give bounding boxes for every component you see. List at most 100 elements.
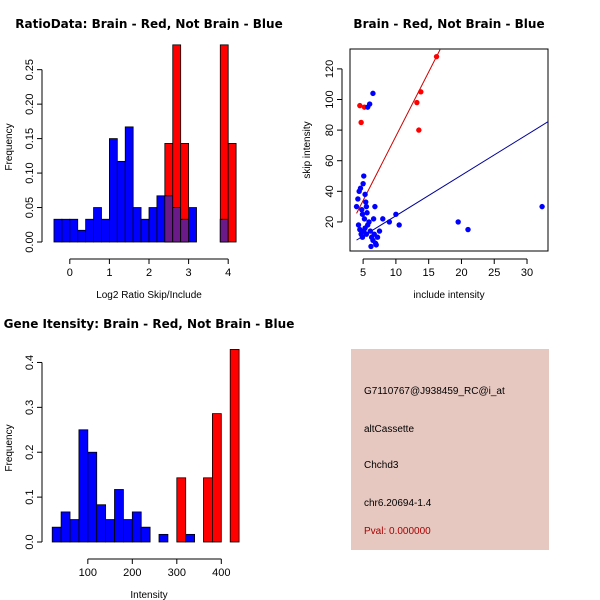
intensity-x-tick-label: 200 xyxy=(123,567,141,579)
brain-point xyxy=(418,89,424,95)
not-brain-point xyxy=(355,196,361,202)
scatter-x-tick-label: 25 xyxy=(488,267,500,279)
not-brain-point xyxy=(539,203,545,210)
ratio-bar-not-brain xyxy=(93,207,102,243)
scatter-y-tick-label: 60 xyxy=(324,155,336,167)
ratio-x-tick-label: 0 xyxy=(67,267,73,279)
ratio-bar-brain xyxy=(227,143,237,243)
scatter-x-tick-label: 15 xyxy=(423,267,435,279)
ratio-bar-not-brain xyxy=(101,218,110,243)
intensity-chart-title: Gene Itensity: Brain - Red, Not Brain - … xyxy=(4,317,295,331)
event-type-text: altCassette xyxy=(364,424,415,435)
intensity-y-tick-label: 0.0 xyxy=(24,534,36,549)
not-brain-point xyxy=(353,203,360,210)
intensity-bar-not-brain xyxy=(114,489,124,543)
ratio-bar-not-brain xyxy=(132,207,142,243)
not-brain-point xyxy=(366,101,373,107)
scatter-y-tick-label: 100 xyxy=(324,90,336,108)
intensity-bar-brain xyxy=(212,413,222,543)
scatter-x-label: include intensity xyxy=(413,290,484,301)
not-brain-point xyxy=(360,180,366,187)
ratio-bar-overlap xyxy=(164,195,174,243)
ratio-y-tick-label: 0.10 xyxy=(24,162,36,183)
intensity-bar-not-brain xyxy=(69,519,80,543)
not-brain-point xyxy=(370,216,377,222)
scatter-x-tick-label: 30 xyxy=(521,267,533,279)
not-brain-point xyxy=(363,203,370,210)
not-brain-point xyxy=(364,210,370,216)
gene-name-text: Chchd3 xyxy=(364,460,399,471)
ratio-bar-not-brain xyxy=(53,218,63,243)
intensity-bar-not-brain xyxy=(185,533,196,543)
pval-text: Pval: 0.000000 xyxy=(364,526,431,537)
ratio-x-tick-label: 3 xyxy=(186,267,192,279)
not-brain-point xyxy=(355,222,362,228)
not-brain-fit-line xyxy=(356,121,548,241)
intensity-bar-not-brain xyxy=(87,451,98,543)
scatter-x-tick-label: 5 xyxy=(360,267,366,279)
scatter-y-tick-label: 20 xyxy=(324,216,336,228)
info-panel: G7110767@J938459_RC@i_at altCassette Chc… xyxy=(351,349,549,550)
ratio-bar-overlap xyxy=(172,207,182,243)
intensity-x-tick-label: 400 xyxy=(212,567,230,579)
intensity-bar-not-brain xyxy=(60,511,71,543)
scatter-x-tick-label: 20 xyxy=(455,267,467,279)
ratio-y-tick-label: 0.15 xyxy=(24,128,36,149)
not-brain-point xyxy=(455,219,461,225)
ratio-bar-not-brain xyxy=(116,160,126,243)
scatter-x-axis: 5 10 15 20 25 30 xyxy=(360,258,533,279)
ratio-y-tick-label: 0.05 xyxy=(24,197,36,218)
ratio-x-label: Log2 Ratio Skip/Include xyxy=(96,290,202,301)
not-brain-point xyxy=(368,243,374,250)
brain-point xyxy=(358,119,364,126)
scatter-y-label: skip intensity xyxy=(302,121,313,178)
intensity-y-tick-label: 0.1 xyxy=(24,489,36,504)
not-brain-point xyxy=(361,216,368,222)
ratio-x-tick-label: 2 xyxy=(146,267,152,279)
not-brain-point xyxy=(361,173,367,179)
intensity-y-axis: 0.0 0.1 0.2 0.3 0.4 xyxy=(24,355,43,550)
not-brain-point xyxy=(393,211,399,217)
intensity-bar-not-brain xyxy=(131,511,142,543)
intensity-x-label: Intensity xyxy=(130,590,167,600)
intensity-histogram-panel: Gene Itensity: Brain - Red, Not Brain - … xyxy=(4,317,295,600)
ratio-bar-overlap xyxy=(180,218,189,243)
ratio-x-tick-label: 1 xyxy=(106,267,112,279)
probe-id-text: G7110767@J938459_RC@i_at xyxy=(364,386,505,397)
intensity-bar-brain xyxy=(176,477,187,543)
not-brain-point xyxy=(465,226,471,233)
intensity-bar-not-brain xyxy=(78,429,89,543)
ratio-bar-not-brain xyxy=(109,138,118,243)
brain-point xyxy=(357,102,363,109)
not-brain-point xyxy=(357,185,364,191)
ratio-bar-not-brain xyxy=(77,229,87,243)
ratio-bar-brain xyxy=(219,44,229,243)
not-brain-point xyxy=(396,222,402,228)
intensity-y-tick-label: 0.2 xyxy=(24,445,36,460)
intensity-bar-brain xyxy=(229,349,240,543)
not-brain-point xyxy=(367,228,374,234)
ratio-y-tick-label: 0.25 xyxy=(24,59,36,80)
intensity-bar-not-brain xyxy=(123,519,133,543)
brain-point xyxy=(414,99,420,106)
intensity-x-tick-label: 300 xyxy=(168,567,186,579)
ratio-x-axis: 0 1 2 3 4 xyxy=(67,258,231,279)
ratio-y-tick-label: 0.00 xyxy=(24,231,36,252)
not-brain-point xyxy=(366,219,372,225)
ratio-bar-not-brain xyxy=(188,207,197,243)
location-text: chr6.20694-1.4 xyxy=(364,498,432,509)
scatter-x-tick-label: 10 xyxy=(390,267,402,279)
not-brain-point xyxy=(380,216,386,222)
ratio-chart-title: RatioData: Brain - Red, Not Brain - Blue xyxy=(15,17,282,31)
ratio-bar-not-brain xyxy=(156,195,166,243)
intensity-y-tick-label: 0.3 xyxy=(24,400,36,415)
ratio-bar-not-brain xyxy=(124,126,134,243)
not-brain-point xyxy=(386,219,393,225)
intensity-bar-not-brain xyxy=(158,533,169,543)
ratio-bar-not-brain xyxy=(140,218,150,243)
intensity-bars xyxy=(51,349,240,543)
ratio-bars xyxy=(53,44,237,243)
ratio-y-tick-label: 0.20 xyxy=(24,93,36,114)
not-brain-point xyxy=(363,199,369,205)
